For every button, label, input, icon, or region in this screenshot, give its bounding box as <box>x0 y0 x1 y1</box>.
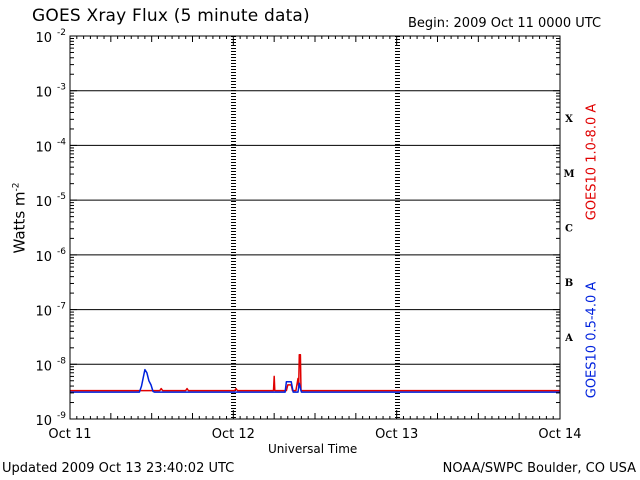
x-tick-label: Oct 11 <box>48 427 91 442</box>
y-tick-label-exponent: -4 <box>57 137 66 147</box>
series-layer <box>70 353 560 393</box>
flare-class-label: B <box>565 278 573 289</box>
x-tick-label: Oct 12 <box>212 427 255 442</box>
legend-long-channel: GOES10 1.0-8.0 A <box>584 103 600 221</box>
legend-short-channel: GOES10 0.5-4.0 A <box>584 281 600 399</box>
y-tick-label: 10 <box>35 359 52 374</box>
label-layer: 10 -9 10 -8 10 -7 10 -6 10 -5 10 -4 10 -3 10 -2 Oct 11 Oc… <box>35 28 581 442</box>
y-tick-label: 10 <box>35 414 52 429</box>
y-tick-label-exponent: -2 <box>57 28 66 38</box>
begin-time: Begin: 2009 Oct 11 0000 UTC <box>408 16 602 31</box>
y-tick-label-exponent: -8 <box>57 356 66 366</box>
flare-class-label: C <box>565 224 573 235</box>
y-tick-label: 10 <box>35 195 52 210</box>
x-tick-label: Oct 14 <box>538 427 581 442</box>
series-line-short-channel <box>70 368 560 393</box>
series-line-long-channel <box>70 353 560 392</box>
tick-layer <box>69 36 561 420</box>
flare-class-label: A <box>564 333 573 344</box>
plot-frame <box>69 35 561 420</box>
x-tick-label: Oct 13 <box>375 427 418 442</box>
y-tick-label: 10 <box>35 140 52 155</box>
x-axis-label: Universal Time <box>268 442 358 456</box>
updated-timestamp: Updated 2009 Oct 13 23:40:02 UTC <box>2 461 235 476</box>
flare-class-label: M <box>563 169 574 180</box>
flare-class-label: X <box>565 114 573 125</box>
y-tick-label-exponent: -7 <box>57 302 66 312</box>
y-tick-label: 10 <box>35 86 52 101</box>
y-tick-label: 10 <box>35 305 52 320</box>
y-tick-label: 10 <box>35 31 52 46</box>
y-tick-label-exponent: -9 <box>57 411 66 421</box>
y-tick-label: 10 <box>35 250 52 265</box>
chart-title: GOES Xray Flux (5 minute data) <box>32 6 310 26</box>
y-tick-label-exponent: -3 <box>57 83 66 93</box>
credit-text: NOAA/SWPC Boulder, CO USA <box>442 461 636 476</box>
grid-layer <box>70 36 560 419</box>
y-tick-label-exponent: -5 <box>57 192 66 202</box>
y-tick-label-exponent: -6 <box>57 247 66 257</box>
